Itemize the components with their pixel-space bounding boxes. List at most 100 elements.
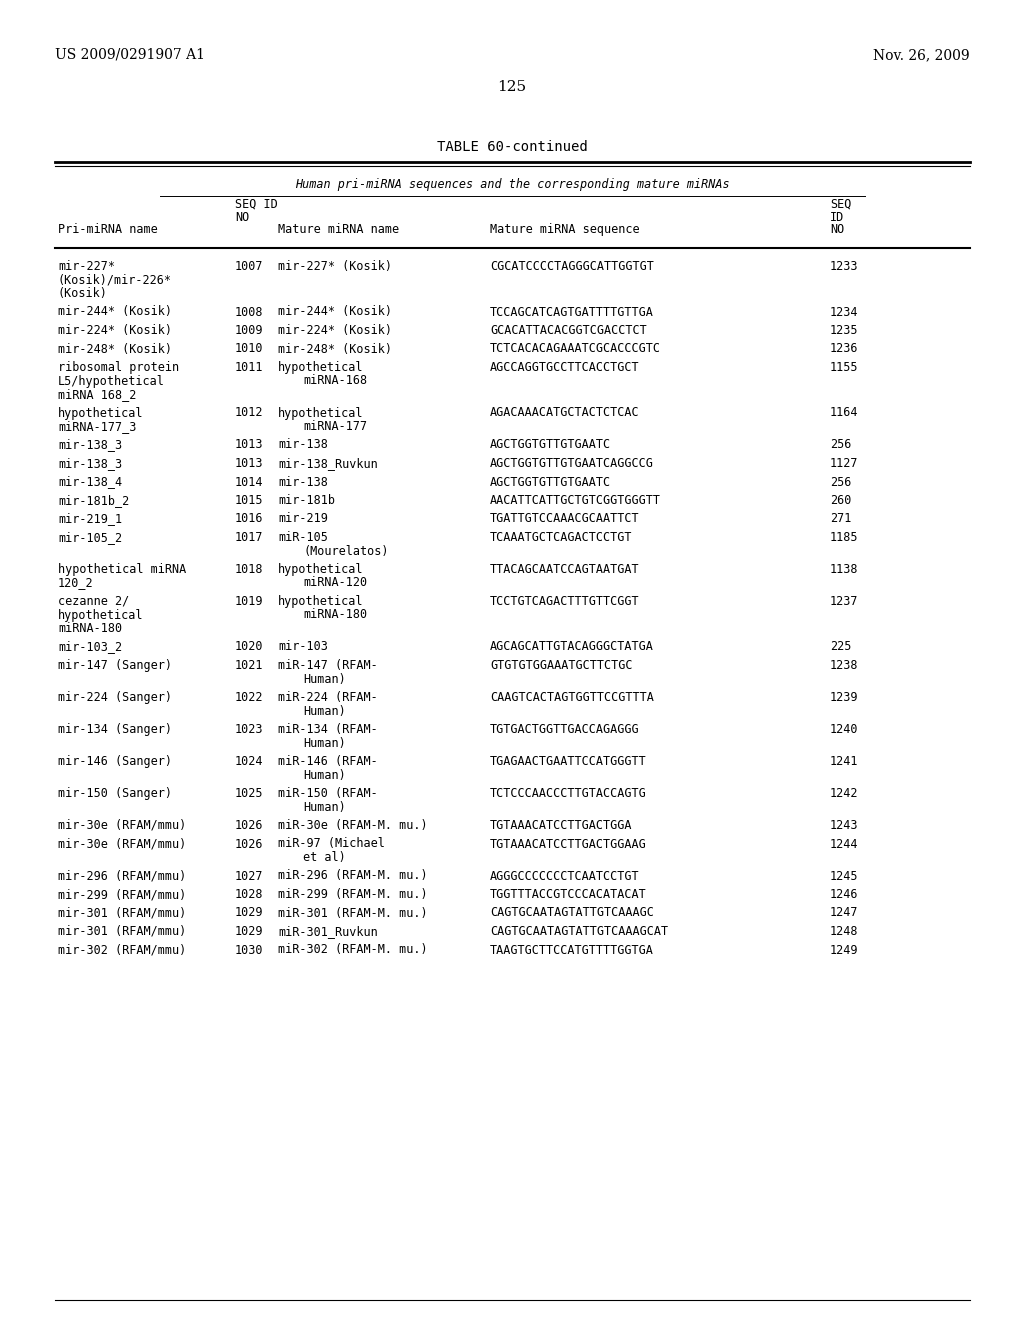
Text: TCCTGTCAGACTTTGTTCGGT: TCCTGTCAGACTTTGTTCGGT <box>490 595 640 609</box>
Text: 1246: 1246 <box>830 888 858 902</box>
Text: mir-227*: mir-227* <box>58 260 115 273</box>
Text: mir-227* (Kosik): mir-227* (Kosik) <box>278 260 392 273</box>
Text: AGCCAGGTGCCTTCACCTGCT: AGCCAGGTGCCTTCACCTGCT <box>490 360 640 374</box>
Text: ribosomal protein: ribosomal protein <box>58 360 179 374</box>
Text: 1233: 1233 <box>830 260 858 273</box>
Text: hypothetical: hypothetical <box>278 360 364 374</box>
Text: 1010: 1010 <box>234 342 263 355</box>
Text: 1030: 1030 <box>234 944 263 957</box>
Text: (Mourelatos): (Mourelatos) <box>303 544 388 557</box>
Text: 1235: 1235 <box>830 323 858 337</box>
Text: 1239: 1239 <box>830 690 858 704</box>
Text: 1245: 1245 <box>830 870 858 883</box>
Text: mir-103: mir-103 <box>278 640 328 653</box>
Text: 1127: 1127 <box>830 457 858 470</box>
Text: hypothetical: hypothetical <box>58 609 143 622</box>
Text: 1019: 1019 <box>234 595 263 609</box>
Text: miR-30e (RFAM-M. mu.): miR-30e (RFAM-M. mu.) <box>278 818 428 832</box>
Text: Human pri-miRNA sequences and the corresponding mature miRNAs: Human pri-miRNA sequences and the corres… <box>295 178 729 191</box>
Text: AACATTCATTGCTGTCGGTGGGTT: AACATTCATTGCTGTCGGTGGGTT <box>490 494 662 507</box>
Text: miR-224 (RFAM-: miR-224 (RFAM- <box>278 690 378 704</box>
Text: mir-134 (Sanger): mir-134 (Sanger) <box>58 723 172 737</box>
Text: miRNA-180: miRNA-180 <box>303 609 368 622</box>
Text: 1248: 1248 <box>830 925 858 939</box>
Text: hypothetical miRNA: hypothetical miRNA <box>58 564 186 576</box>
Text: mir-301 (RFAM/mmu): mir-301 (RFAM/mmu) <box>58 907 186 920</box>
Text: NO: NO <box>234 211 249 224</box>
Text: 1017: 1017 <box>234 531 263 544</box>
Text: AGCAGCATTGTACAGGGCTATGA: AGCAGCATTGTACAGGGCTATGA <box>490 640 654 653</box>
Text: ID: ID <box>830 211 844 224</box>
Text: mir-103_2: mir-103_2 <box>58 640 122 653</box>
Text: 1024: 1024 <box>234 755 263 768</box>
Text: mir-138: mir-138 <box>278 475 328 488</box>
Text: miRNA-120: miRNA-120 <box>303 577 368 590</box>
Text: miR-302 (RFAM-M. mu.): miR-302 (RFAM-M. mu.) <box>278 944 428 957</box>
Text: AGCTGGTGTTGTGAATC: AGCTGGTGTTGTGAATC <box>490 475 611 488</box>
Text: mir-138_3: mir-138_3 <box>58 438 122 451</box>
Text: 1015: 1015 <box>234 494 263 507</box>
Text: 1237: 1237 <box>830 595 858 609</box>
Text: mir-219_1: mir-219_1 <box>58 512 122 525</box>
Text: 1007: 1007 <box>234 260 263 273</box>
Text: miR-301_Ruvkun: miR-301_Ruvkun <box>278 925 378 939</box>
Text: mir-244* (Kosik): mir-244* (Kosik) <box>58 305 172 318</box>
Text: mir-147 (Sanger): mir-147 (Sanger) <box>58 659 172 672</box>
Text: hypothetical: hypothetical <box>278 407 364 420</box>
Text: Pri-miRNA name: Pri-miRNA name <box>58 223 158 236</box>
Text: hypothetical: hypothetical <box>278 595 364 609</box>
Text: mir-181b_2: mir-181b_2 <box>58 494 129 507</box>
Text: GCACATTACACGGTCGACCTCT: GCACATTACACGGTCGACCTCT <box>490 323 647 337</box>
Text: TGTGACTGGTTGACCAGAGGG: TGTGACTGGTTGACCAGAGGG <box>490 723 640 737</box>
Text: US 2009/0291907 A1: US 2009/0291907 A1 <box>55 48 205 62</box>
Text: TGGTTTACCGTCCCACATACAT: TGGTTTACCGTCCCACATACAT <box>490 888 647 902</box>
Text: hypothetical: hypothetical <box>278 564 364 576</box>
Text: mir-138_Ruvkun: mir-138_Ruvkun <box>278 457 378 470</box>
Text: mir-248* (Kosik): mir-248* (Kosik) <box>58 342 172 355</box>
Text: 1155: 1155 <box>830 360 858 374</box>
Text: mir-146 (Sanger): mir-146 (Sanger) <box>58 755 172 768</box>
Text: SEQ: SEQ <box>830 198 851 211</box>
Text: 1029: 1029 <box>234 925 263 939</box>
Text: 1013: 1013 <box>234 438 263 451</box>
Text: 256: 256 <box>830 438 851 451</box>
Text: miRNA-177_3: miRNA-177_3 <box>58 420 136 433</box>
Text: miR-146 (RFAM-: miR-146 (RFAM- <box>278 755 378 768</box>
Text: mir-138_4: mir-138_4 <box>58 475 122 488</box>
Text: miR-105: miR-105 <box>278 531 328 544</box>
Text: 1022: 1022 <box>234 690 263 704</box>
Text: mir-301 (RFAM/mmu): mir-301 (RFAM/mmu) <box>58 925 186 939</box>
Text: (Kosik): (Kosik) <box>58 286 108 300</box>
Text: Human): Human) <box>303 768 346 781</box>
Text: 1242: 1242 <box>830 787 858 800</box>
Text: 1028: 1028 <box>234 888 263 902</box>
Text: TGTAAACATCCTTGACTGGAAG: TGTAAACATCCTTGACTGGAAG <box>490 837 647 850</box>
Text: miRNA-177: miRNA-177 <box>303 420 368 433</box>
Text: 256: 256 <box>830 475 851 488</box>
Text: TAAGTGCTTCCATGTTTTGGTGA: TAAGTGCTTCCATGTTTTGGTGA <box>490 944 654 957</box>
Text: 1247: 1247 <box>830 907 858 920</box>
Text: 1243: 1243 <box>830 818 858 832</box>
Text: 1240: 1240 <box>830 723 858 737</box>
Text: 1234: 1234 <box>830 305 858 318</box>
Text: AGCTGGTGTTGTGAATC: AGCTGGTGTTGTGAATC <box>490 438 611 451</box>
Text: mir-30e (RFAM/mmu): mir-30e (RFAM/mmu) <box>58 837 186 850</box>
Text: mir-224* (Kosik): mir-224* (Kosik) <box>278 323 392 337</box>
Text: TGATTGTCCAAACGCAATTCT: TGATTGTCCAAACGCAATTCT <box>490 512 640 525</box>
Text: miR-134 (RFAM-: miR-134 (RFAM- <box>278 723 378 737</box>
Text: TGTAAACATCCTTGACTGGA: TGTAAACATCCTTGACTGGA <box>490 818 633 832</box>
Text: 1138: 1138 <box>830 564 858 576</box>
Text: miRNA-168: miRNA-168 <box>303 375 368 388</box>
Text: AGGGCCCCCCCTCAATCCTGT: AGGGCCCCCCCTCAATCCTGT <box>490 870 640 883</box>
Text: miR-301 (RFAM-M. mu.): miR-301 (RFAM-M. mu.) <box>278 907 428 920</box>
Text: SEQ ID: SEQ ID <box>234 198 278 211</box>
Text: 1016: 1016 <box>234 512 263 525</box>
Text: L5/hypothetical: L5/hypothetical <box>58 375 165 388</box>
Text: 271: 271 <box>830 512 851 525</box>
Text: miR-97 (Michael: miR-97 (Michael <box>278 837 385 850</box>
Text: 1013: 1013 <box>234 457 263 470</box>
Text: Human): Human) <box>303 672 346 685</box>
Text: 1026: 1026 <box>234 837 263 850</box>
Text: 1249: 1249 <box>830 944 858 957</box>
Text: mir-30e (RFAM/mmu): mir-30e (RFAM/mmu) <box>58 818 186 832</box>
